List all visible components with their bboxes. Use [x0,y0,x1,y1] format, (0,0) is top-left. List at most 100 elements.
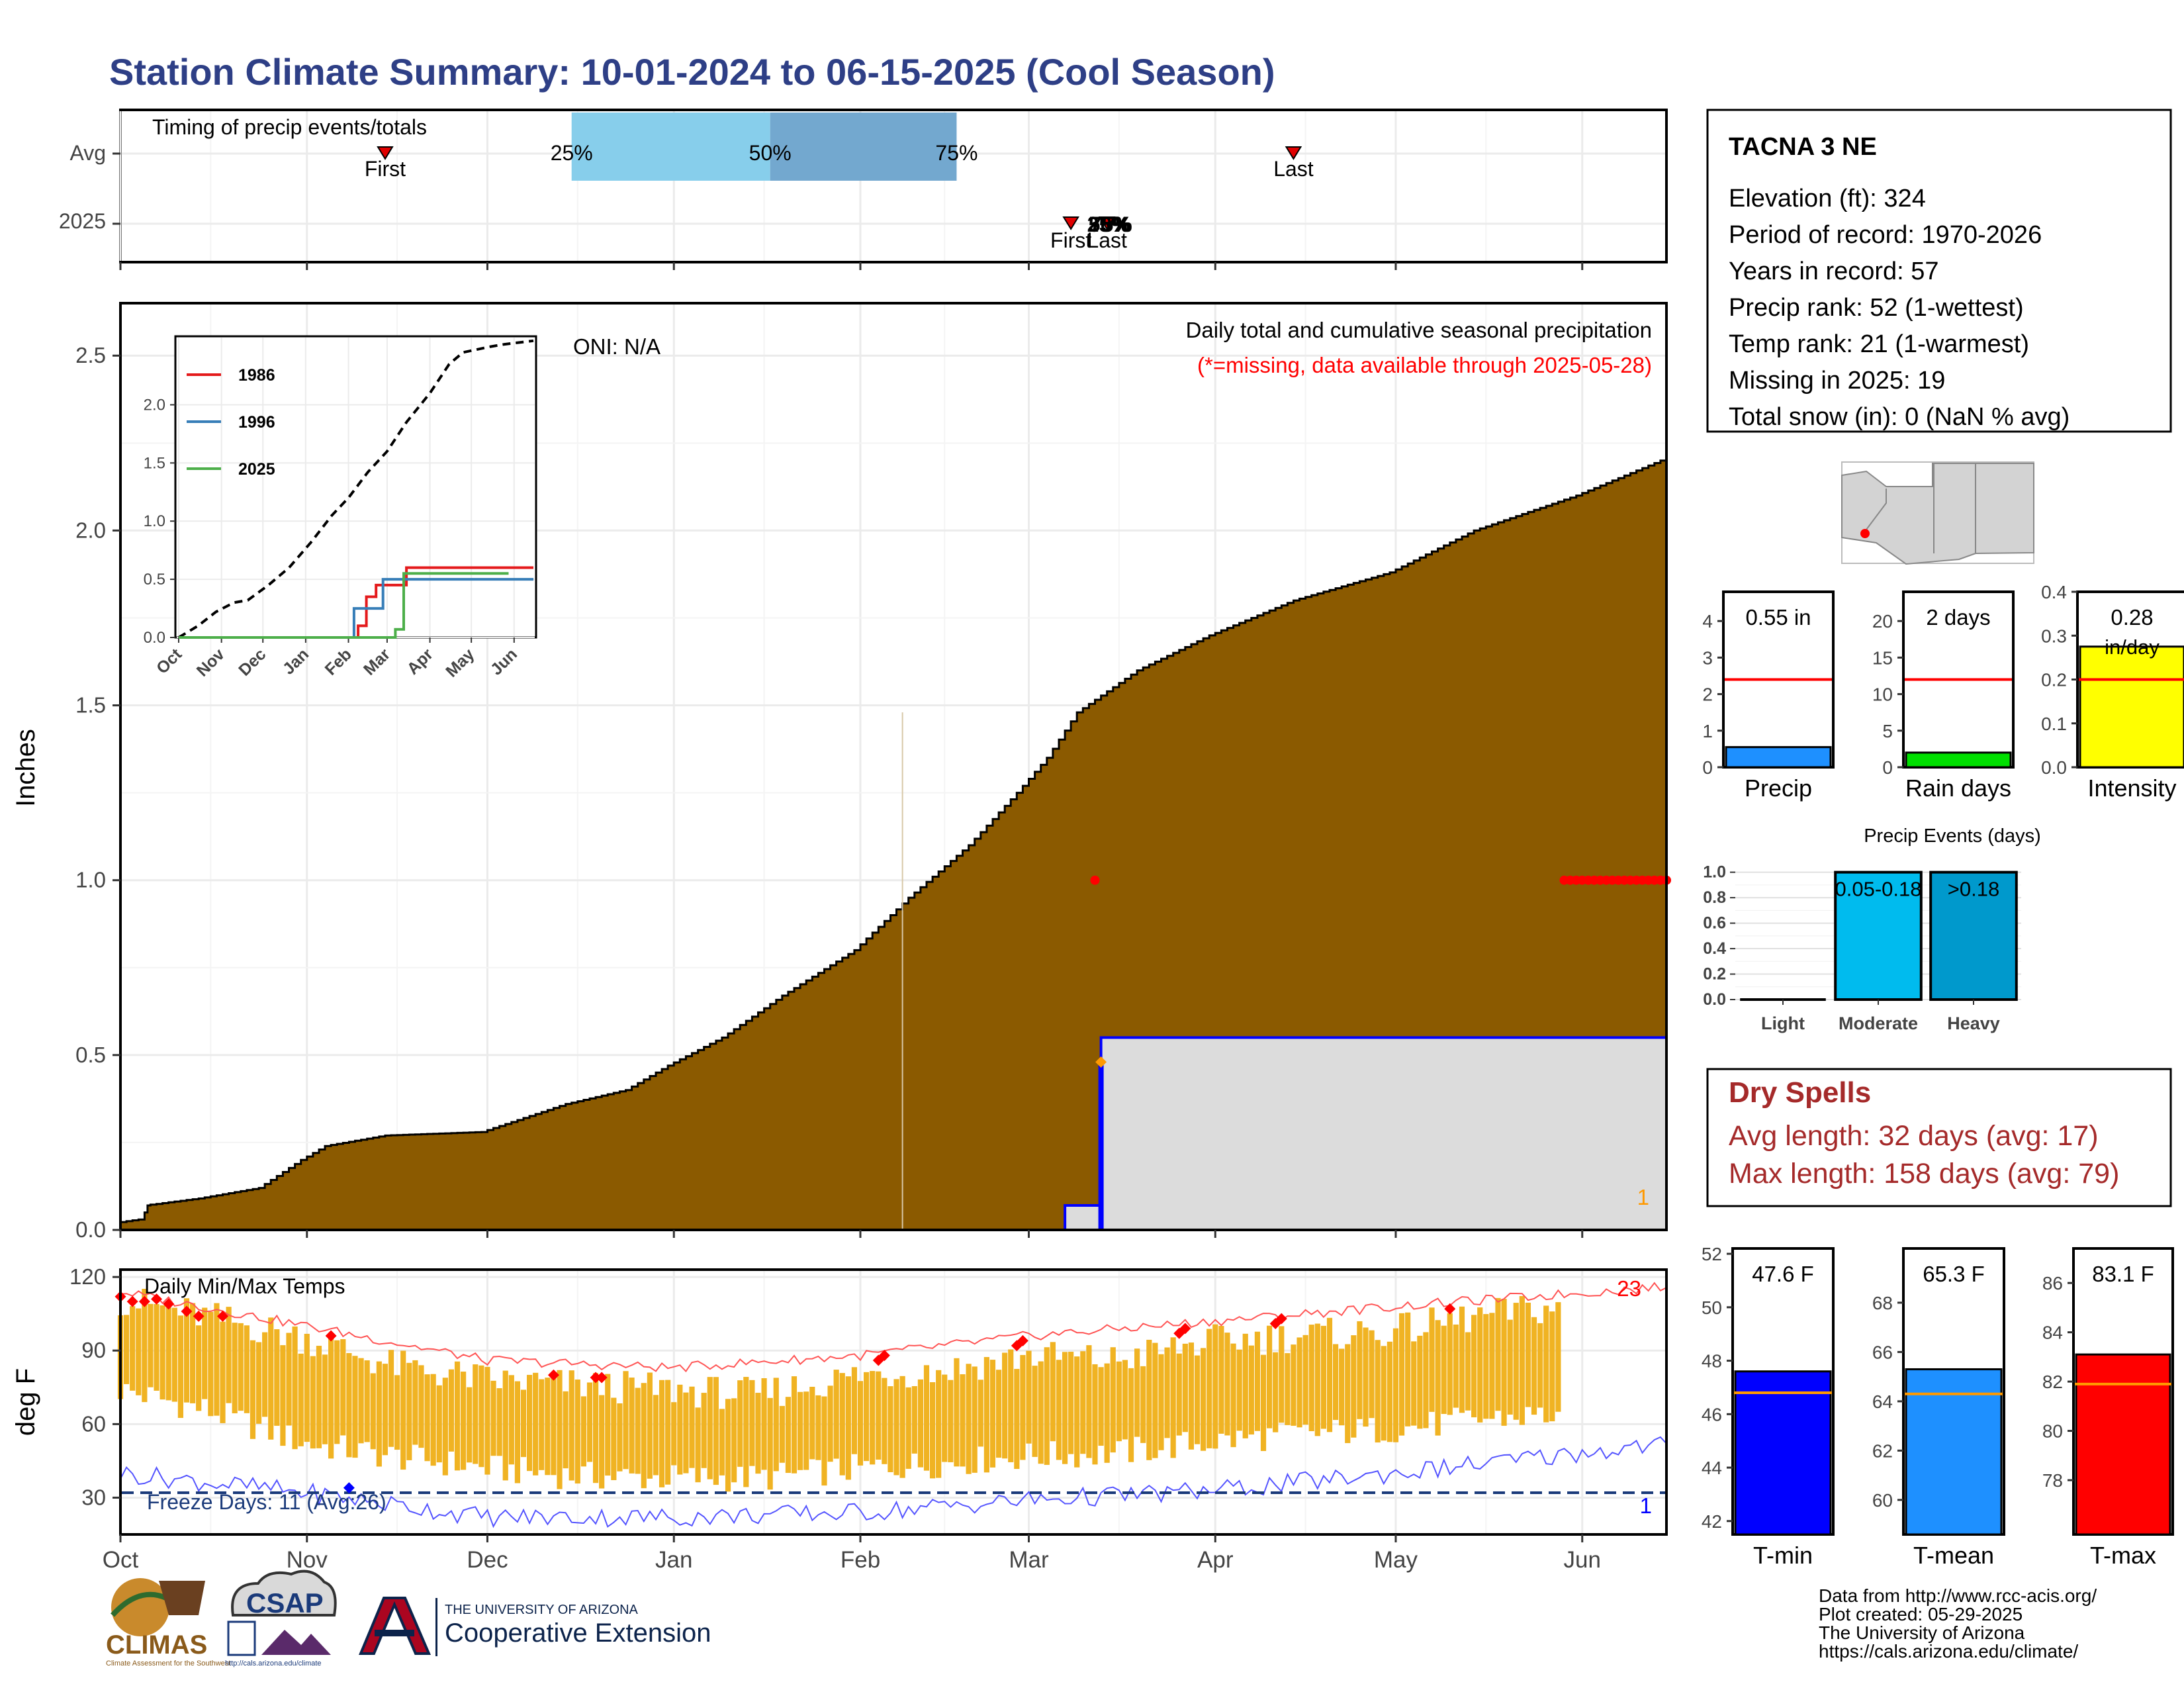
daily-temp-bar [1285,1353,1291,1425]
daily-temp-bar [1002,1352,1008,1459]
daily-temp-bar [887,1386,893,1472]
daily-temp-bar [502,1370,508,1481]
summary-bar [2075,1353,2171,1536]
daily-temp-bar [406,1362,412,1460]
y-tick-label: 0.8 [1703,888,1726,907]
daily-temp-bar [473,1364,478,1464]
daily-temp-bar [1152,1342,1158,1458]
daily-temp-bar [876,1371,882,1460]
daily-temp-bar [761,1378,767,1470]
daily-temp-bar [262,1332,268,1417]
daily-temp-bar [1495,1297,1501,1411]
daily-temp-bar [412,1360,418,1445]
daily-temp-bar [1320,1325,1326,1429]
daily-temp-bar [220,1321,226,1423]
daily-temp-bar [851,1367,858,1454]
daily-temp-bar [592,1373,599,1483]
daily-temp-bar [803,1391,809,1470]
first-2025-marker [1062,216,1079,230]
daily-temp-bar [1345,1344,1351,1444]
x-tick-label: Jan [655,1547,692,1573]
daily-temp-bar [617,1403,623,1472]
footer-line: https://cals.arizona.edu/climate/ [1819,1641,2078,1662]
summary-value-label: 0.55 in [1745,605,1811,630]
station-line: Elevation (ft): 324 [1729,185,1926,212]
daily-temp-bar [737,1380,743,1467]
daily-temp-bar [436,1385,442,1463]
y-tick-label: 42 [1702,1511,1722,1532]
pct-2025-label: 50% [1089,212,1131,236]
daily-temp-bar [857,1381,864,1466]
first-2025-label: First [1050,228,1091,252]
summary-bar [1905,1368,2003,1536]
daily-temp-bar [171,1307,177,1402]
y-tick-label: 30 [81,1485,106,1509]
daily-temp-bar [1236,1349,1242,1431]
summary-value-label: 0.28 [2111,605,2153,630]
daily-temp-bar [839,1373,845,1476]
footer-credits: Data from http://www.rcc-acis.org/ Plot … [1819,1585,2097,1662]
daily-temp-bar [1158,1354,1164,1450]
daily-temp-bar [966,1364,972,1474]
daily-temp-bar [551,1374,557,1476]
daily-temp-bar [629,1378,635,1474]
daily-temp-bar [280,1345,286,1446]
daily-temp-bar [1212,1324,1218,1449]
daily-temp-bar [274,1329,280,1426]
daily-temp-bar [725,1399,731,1492]
daily-temp-bar [1405,1312,1411,1427]
page-title: Station Climate Summary: 10-01-2024 to 0… [109,51,1275,93]
daily-temp-bar [773,1378,779,1472]
daily-temp-bar [1543,1305,1549,1423]
avg-first-marker [377,146,394,160]
daily-temp-bar [1381,1346,1387,1441]
climas-logo-text: CLIMAS [106,1630,207,1660]
daily-temp-bar [1068,1352,1074,1454]
pct-2025-label: 25% [1087,212,1130,236]
y-tick-label: 50 [1702,1297,1722,1318]
daily-temp-bar [1014,1368,1020,1470]
daily-temp-bar [1525,1302,1531,1407]
y-tick-label: 62 [1872,1440,1893,1461]
daily-temp-bar [767,1397,773,1490]
daily-temp-bar [1248,1345,1254,1435]
temp-panel-title: Daily Min/Max Temps [144,1274,345,1298]
quartile-label: 75% [935,141,978,165]
timing-row-label-2025: 2025 [59,209,106,233]
daily-temp-bar [226,1307,232,1403]
daily-temp-bar [310,1356,316,1449]
climas-logo: CLIMAS Climate Assessment for the Southw… [106,1578,230,1667]
record-high-marker [590,1372,602,1383]
y-tick-label: 86 [2042,1273,2063,1293]
daily-temp-bar [785,1397,792,1474]
ua-logo-small-text: THE UNIVERSITY OF ARIZONA [445,1603,639,1617]
legend-label: 1996 [238,413,275,432]
daily-temp-bar [394,1375,400,1450]
daily-temp-bar [304,1333,310,1442]
daily-temp-bar [695,1407,701,1483]
event-bar-label: 0.05-0.18 [1835,878,1922,901]
missing-data-marker [1090,875,1100,885]
y-tick-label: 60 [81,1411,106,1436]
y-tick-label: 1.0 [1703,863,1726,882]
daily-temp-bar [1339,1348,1345,1426]
daily-temp-bar [569,1370,574,1481]
y-tick-label: 0.3 [2041,626,2067,646]
record-high-marker [1275,1313,1287,1325]
daily-temp-bar [671,1402,677,1466]
daily-temp-bar [635,1387,641,1474]
x-tick-label: Oct [103,1547,139,1573]
y-tick-label: 0.4 [1703,939,1726,958]
daily-temp-bar [268,1317,274,1440]
y-tick-label: 52 [1702,1244,1722,1264]
daily-temp-bar [1453,1324,1459,1408]
daily-temp-bar [755,1393,761,1474]
y-tick-label: 20 [1872,611,1893,632]
y-tick-label: 78 [2042,1470,2063,1491]
summary-bar [1734,1370,1832,1536]
quartile-band-50-75 [770,113,957,181]
daily-temp-bar [791,1376,797,1474]
daily-temp-bar [586,1382,593,1462]
daily-temp-bar [989,1360,996,1468]
daily-temp-bar [208,1311,214,1417]
